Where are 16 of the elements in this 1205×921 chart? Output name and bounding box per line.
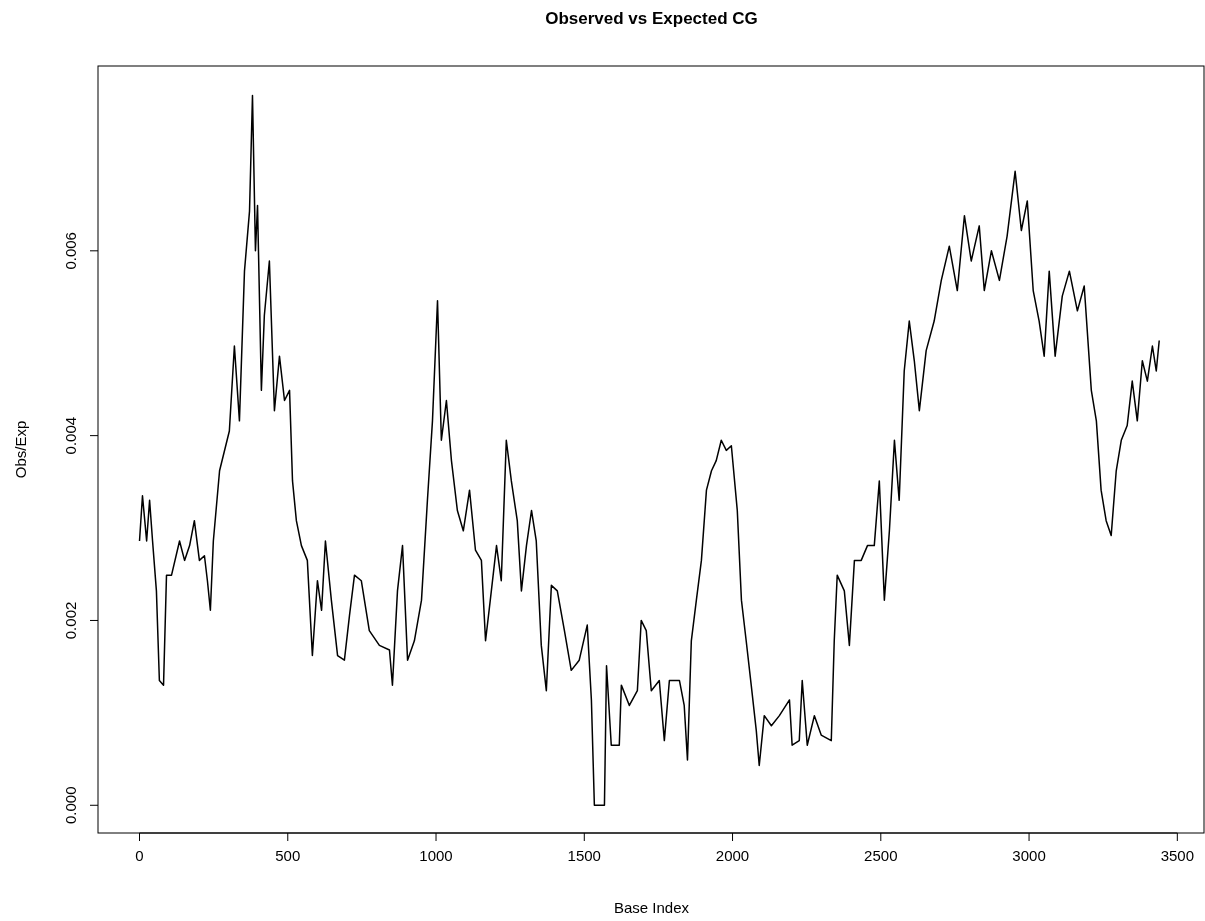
x-tick-label: 0 [135,847,144,864]
x-axis-title: Base Index [613,899,690,916]
y-tick-label: 0.000 [62,786,79,825]
y-tick-label: 0.002 [62,601,79,640]
x-tick-label: 2000 [715,847,750,864]
x-tick-label: 1500 [567,847,601,864]
x-tick-label: 3500 [1160,847,1194,864]
x-tick-label: 3000 [1012,847,1046,864]
y-tick-label: 0.004 [62,416,79,455]
y-tick-label: 0.006 [62,232,79,270]
chart-title: Observed vs Expected CG [545,9,758,28]
x-tick-label: 500 [275,847,301,864]
x-tick-label: 1000 [419,847,453,864]
line-series [138,94,1160,807]
y-axis-title: Obs/Exp [12,420,29,479]
x-tick-label: 2500 [864,847,898,864]
